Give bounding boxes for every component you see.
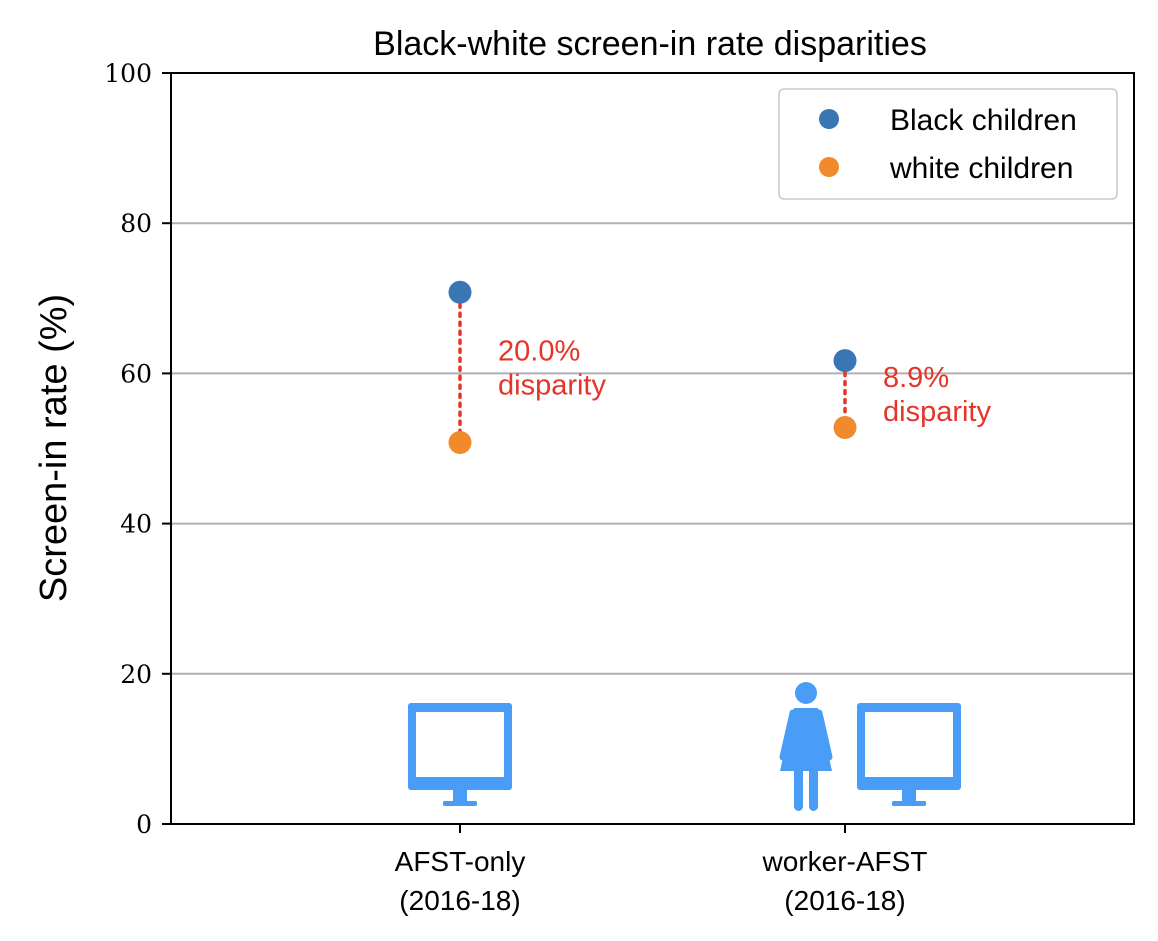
disparity-value-worker-afst: 8.9% bbox=[883, 362, 949, 394]
legend: Black children white children bbox=[778, 88, 1118, 200]
y-tick-label-60: 60 bbox=[120, 359, 152, 388]
icon-layer bbox=[408, 682, 961, 811]
data-points bbox=[448, 280, 857, 454]
y-tick-label-80: 80 bbox=[120, 209, 152, 238]
gridlines bbox=[171, 222, 1134, 675]
disparity-value-afst-only: 20.0% bbox=[498, 335, 580, 367]
disparity-connectors bbox=[458, 302, 847, 433]
point-black-children-worker-afst bbox=[833, 349, 857, 373]
point-white-children-afst-only bbox=[448, 430, 472, 454]
x-tick-label-afst-only: AFST-only bbox=[395, 846, 526, 877]
disparity-label-afst-only: disparity bbox=[498, 369, 606, 401]
plot-frame bbox=[170, 72, 1135, 825]
disparity-label-worker-afst: disparity bbox=[883, 396, 991, 428]
computer-monitor-icon bbox=[857, 703, 961, 806]
x-tick-label-worker-afst: worker-AFST bbox=[762, 846, 928, 877]
y-tick-label-0: 0 bbox=[136, 810, 152, 839]
y-axis-ticks: 0 20 40 60 80 100 bbox=[104, 59, 171, 839]
computer-monitor-icon bbox=[408, 703, 512, 806]
y-tick-label-100: 100 bbox=[104, 59, 152, 88]
y-tick-label-20: 20 bbox=[120, 660, 152, 689]
y-axis-label: Screen-in rate (%) bbox=[33, 294, 75, 602]
legend-marker-white-children bbox=[819, 157, 839, 177]
x-tick-sublabel-worker-afst: (2016-18) bbox=[784, 885, 905, 916]
legend-label-black-children: Black children bbox=[890, 104, 1077, 137]
x-tick-sublabel-afst-only: (2016-18) bbox=[399, 885, 520, 916]
point-white-children-worker-afst bbox=[833, 415, 857, 439]
legend-label-white-children: white children bbox=[889, 152, 1073, 185]
disparity-annotations: 20.0%disparity 8.9%disparity bbox=[498, 335, 991, 428]
point-black-children-afst-only bbox=[448, 280, 472, 304]
legend-box bbox=[778, 88, 1118, 200]
legend-marker-black-children bbox=[819, 109, 839, 129]
person-icon bbox=[779, 682, 833, 811]
chart-title: Black-white screen-in rate disparities bbox=[373, 25, 927, 63]
x-axis-ticks: AFST-only (2016-18) worker-AFST (2016-18) bbox=[395, 824, 928, 916]
y-tick-label-40: 40 bbox=[120, 510, 152, 539]
